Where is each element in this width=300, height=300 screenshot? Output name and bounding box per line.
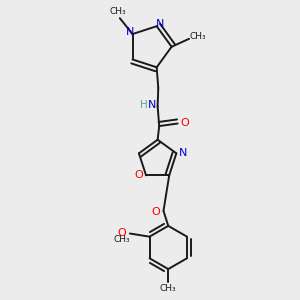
Text: N: N: [148, 100, 156, 110]
Text: CH₃: CH₃: [110, 7, 127, 16]
Text: O: O: [118, 227, 127, 238]
Text: N: N: [179, 148, 188, 158]
Text: CH₃: CH₃: [190, 32, 206, 41]
Text: O: O: [135, 170, 143, 180]
Text: O: O: [180, 118, 189, 128]
Text: CH₃: CH₃: [114, 235, 130, 244]
Text: H: H: [140, 100, 148, 110]
Text: N: N: [126, 27, 134, 37]
Text: O: O: [151, 207, 160, 217]
Text: N: N: [156, 19, 164, 29]
Text: CH₃: CH₃: [160, 284, 177, 293]
